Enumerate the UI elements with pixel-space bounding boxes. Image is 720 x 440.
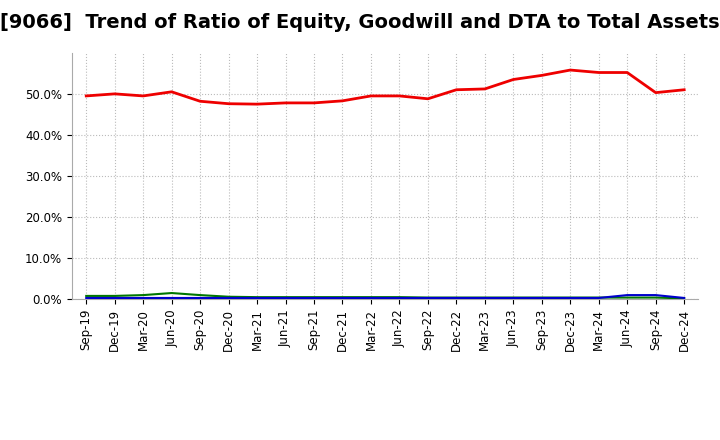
Deferred Tax Assets [253, 294, 261, 300]
Equity [139, 93, 148, 99]
Deferred Tax Assets [423, 295, 432, 300]
Deferred Tax Assets [139, 293, 148, 298]
Goodwill [423, 295, 432, 301]
Goodwill [225, 295, 233, 301]
Deferred Tax Assets [282, 294, 290, 300]
Deferred Tax Assets [338, 294, 347, 300]
Deferred Tax Assets [623, 295, 631, 300]
Goodwill [366, 295, 375, 301]
Text: [9066]  Trend of Ratio of Equity, Goodwill and DTA to Total Assets: [9066] Trend of Ratio of Equity, Goodwil… [0, 13, 720, 32]
Goodwill [139, 295, 148, 301]
Equity [338, 98, 347, 103]
Legend: Equity, Goodwill, Deferred Tax Assets: Equity, Goodwill, Deferred Tax Assets [169, 434, 601, 440]
Goodwill [282, 295, 290, 301]
Equity [395, 93, 404, 99]
Equity [480, 86, 489, 92]
Goodwill [253, 295, 261, 301]
Goodwill [537, 295, 546, 301]
Equity [282, 100, 290, 106]
Goodwill [566, 295, 575, 301]
Equity [366, 93, 375, 99]
Deferred Tax Assets [680, 296, 688, 301]
Deferred Tax Assets [110, 293, 119, 299]
Goodwill [310, 295, 318, 301]
Equity [110, 91, 119, 96]
Goodwill [395, 295, 404, 301]
Equity [225, 101, 233, 106]
Goodwill [680, 295, 688, 301]
Equity [509, 77, 518, 82]
Equity [82, 93, 91, 99]
Deferred Tax Assets [167, 290, 176, 296]
Equity [623, 70, 631, 75]
Deferred Tax Assets [566, 295, 575, 300]
Deferred Tax Assets [452, 295, 461, 300]
Goodwill [82, 295, 91, 301]
Deferred Tax Assets [537, 295, 546, 300]
Deferred Tax Assets [366, 294, 375, 300]
Equity [566, 67, 575, 73]
Goodwill [652, 293, 660, 298]
Equity [253, 102, 261, 107]
Deferred Tax Assets [509, 295, 518, 300]
Goodwill [167, 295, 176, 301]
Goodwill [452, 295, 461, 301]
Equity [310, 100, 318, 106]
Deferred Tax Assets [652, 295, 660, 300]
Equity [680, 87, 688, 92]
Line: Deferred Tax Assets: Deferred Tax Assets [86, 293, 684, 298]
Equity [595, 70, 603, 75]
Deferred Tax Assets [310, 294, 318, 300]
Equity [167, 89, 176, 95]
Deferred Tax Assets [395, 294, 404, 300]
Equity [196, 99, 204, 104]
Equity [452, 87, 461, 92]
Goodwill [480, 295, 489, 301]
Goodwill [623, 293, 631, 298]
Line: Equity: Equity [86, 70, 684, 104]
Deferred Tax Assets [225, 294, 233, 299]
Deferred Tax Assets [82, 293, 91, 299]
Goodwill [509, 295, 518, 301]
Equity [423, 96, 432, 102]
Line: Goodwill: Goodwill [86, 295, 684, 298]
Goodwill [196, 295, 204, 301]
Equity [652, 90, 660, 95]
Goodwill [595, 295, 603, 301]
Deferred Tax Assets [480, 295, 489, 300]
Goodwill [110, 295, 119, 301]
Deferred Tax Assets [595, 295, 603, 300]
Equity [537, 73, 546, 78]
Goodwill [338, 295, 347, 301]
Deferred Tax Assets [196, 293, 204, 298]
